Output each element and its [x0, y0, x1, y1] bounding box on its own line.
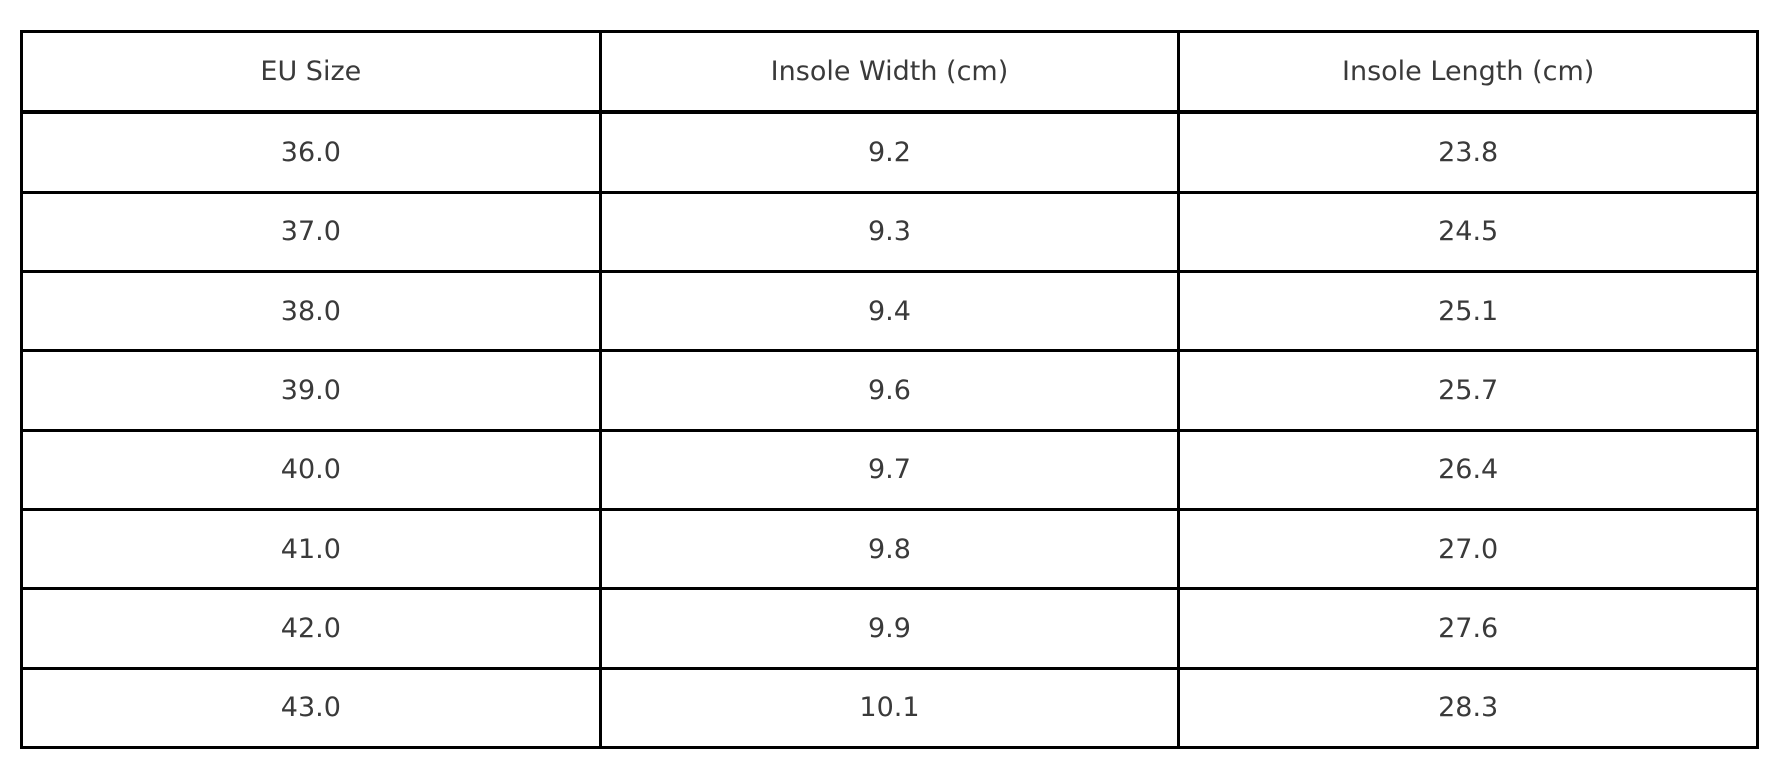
table-header: EU Size Insole Width (cm) Insole Length …	[20, 30, 1759, 114]
table-row: 37.0 9.3 24.5	[20, 190, 1759, 273]
shoe-size-table: EU Size Insole Width (cm) Insole Length …	[20, 30, 1759, 750]
table-body: 36.0 9.2 23.8 37.0 9.3 24.5 38.0 9.4 25.…	[20, 110, 1759, 750]
column-header-insole-length: Insole Length (cm)	[1177, 30, 1759, 114]
cell-insole-width: 9.4	[598, 269, 1181, 353]
cell-insole-width: 9.9	[598, 587, 1181, 670]
column-header-eu-size: EU Size	[20, 30, 602, 114]
header-row: EU Size Insole Width (cm) Insole Length …	[20, 30, 1759, 114]
cell-eu-size: 40.0	[20, 428, 602, 511]
cell-insole-length: 27.6	[1177, 587, 1759, 670]
cell-eu-size: 39.0	[20, 349, 602, 432]
table-row: 41.0 9.8 27.0	[20, 507, 1759, 591]
cell-eu-size: 43.0	[20, 666, 602, 750]
cell-eu-size: 36.0	[20, 110, 602, 194]
cell-insole-width: 9.3	[598, 190, 1181, 273]
cell-insole-length: 24.5	[1177, 190, 1759, 273]
cell-insole-length: 23.8	[1177, 110, 1759, 194]
cell-insole-length: 28.3	[1177, 666, 1759, 750]
cell-eu-size: 41.0	[20, 507, 602, 591]
cell-eu-size: 38.0	[20, 269, 602, 353]
cell-insole-length: 27.0	[1177, 507, 1759, 591]
column-header-insole-width: Insole Width (cm)	[598, 30, 1181, 114]
table-row: 40.0 9.7 26.4	[20, 428, 1759, 511]
cell-insole-length: 25.1	[1177, 269, 1759, 353]
cell-insole-width: 9.8	[598, 507, 1181, 591]
cell-insole-width: 9.2	[598, 110, 1181, 194]
table-row: 42.0 9.9 27.6	[20, 587, 1759, 670]
cell-insole-width: 9.6	[598, 349, 1181, 432]
cell-eu-size: 42.0	[20, 587, 602, 670]
table-row: 43.0 10.1 28.3	[20, 666, 1759, 750]
cell-insole-length: 25.7	[1177, 349, 1759, 432]
table-row: 39.0 9.6 25.7	[20, 349, 1759, 432]
table-row: 36.0 9.2 23.8	[20, 110, 1759, 194]
table-row: 38.0 9.4 25.1	[20, 269, 1759, 353]
cell-insole-length: 26.4	[1177, 428, 1759, 511]
cell-insole-width: 9.7	[598, 428, 1181, 511]
cell-insole-width: 10.1	[598, 666, 1181, 750]
cell-eu-size: 37.0	[20, 190, 602, 273]
